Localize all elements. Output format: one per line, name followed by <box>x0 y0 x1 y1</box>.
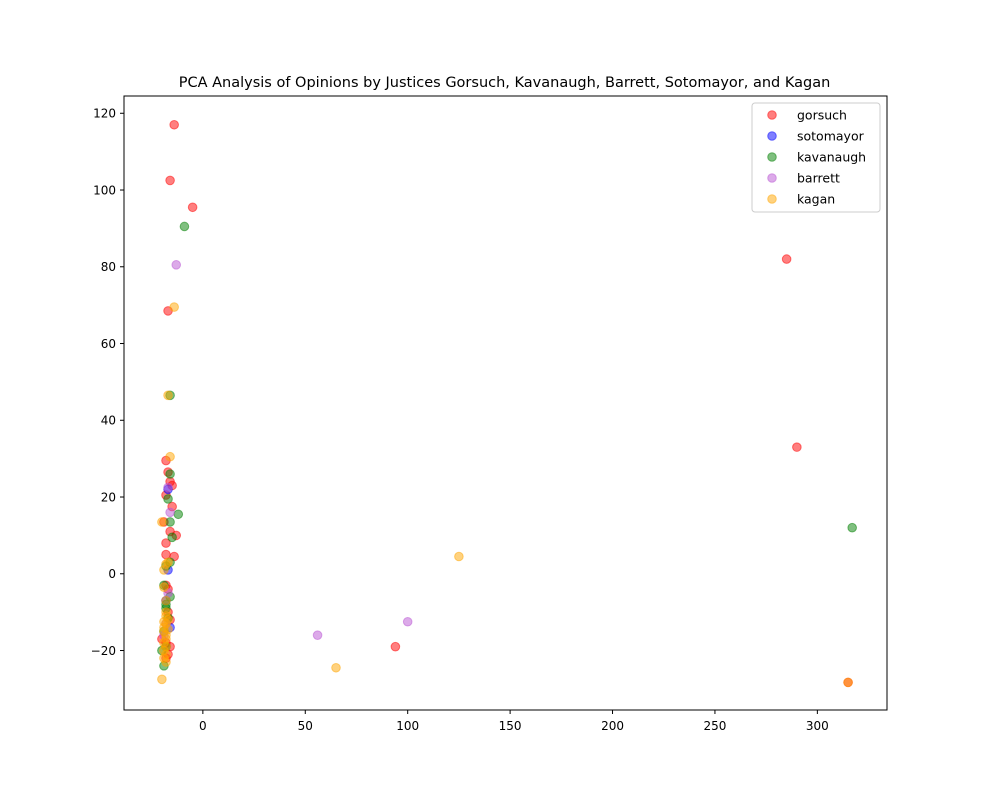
legend-item-sotomayor: sotomayor <box>767 129 865 144</box>
data-point <box>167 532 177 543</box>
axes: 0 50 100 150 200 250 300 −20 0 20 40 60 80 100 120 <box>91 95 888 733</box>
x-tick-label: 0 <box>199 719 207 733</box>
x-tick-label: 200 <box>601 719 624 733</box>
y-tick-label: 40 <box>101 414 116 428</box>
legend-item-gorsuch: gorsuch <box>767 108 847 123</box>
plot-frame <box>123 95 888 711</box>
y-tick-label: 60 <box>101 337 116 351</box>
x-tick-label: 300 <box>806 719 829 733</box>
data-point <box>454 551 464 562</box>
y-tick-label: −20 <box>91 644 116 658</box>
data-point <box>169 302 179 312</box>
data-point <box>187 202 198 213</box>
data-point <box>165 451 175 462</box>
legend-marker <box>767 194 777 204</box>
series-kavanaugh <box>157 221 857 671</box>
legend-marker <box>767 152 777 162</box>
data-point <box>159 616 169 627</box>
data-point <box>169 119 179 130</box>
series-gorsuch <box>157 119 853 688</box>
data-point <box>161 657 171 667</box>
data-point <box>179 221 190 232</box>
data-point <box>163 482 173 493</box>
data-point <box>843 677 853 688</box>
legend-label: gorsuch <box>797 108 847 123</box>
data-point <box>165 469 175 479</box>
y-tick-label: 0 <box>108 567 116 581</box>
legend-label: barrett <box>797 171 840 186</box>
data-point <box>390 641 401 652</box>
data-point <box>163 390 173 401</box>
legend-marker <box>767 131 777 141</box>
data-point <box>163 624 173 635</box>
legend-item-kagan: kagan <box>767 192 835 207</box>
data-point <box>157 674 167 685</box>
legend-item-barrett: barrett <box>767 171 840 186</box>
y-tick-label: 80 <box>101 260 116 274</box>
data-point <box>331 662 341 673</box>
legend: gorsuch sotomayor kavanaugh barrett kagan <box>751 102 881 213</box>
data-point <box>161 634 171 644</box>
data-point <box>161 595 171 606</box>
legend-item-kavanaugh: kavanaugh <box>767 150 866 165</box>
x-tick-label: 150 <box>499 719 522 733</box>
series-barrett <box>159 260 413 640</box>
data-point <box>161 538 171 548</box>
series-kagan <box>157 302 853 688</box>
chart-title: PCA Analysis of Opinions by Justices Gor… <box>179 75 831 91</box>
x-tick-label: 100 <box>396 719 419 733</box>
data-point <box>402 616 413 627</box>
data-point <box>159 582 169 593</box>
plot-area <box>157 119 857 688</box>
y-tick-label: 100 <box>93 183 116 197</box>
x-tick-label: 50 <box>298 719 313 733</box>
data-point <box>792 442 802 452</box>
data-point <box>157 517 167 527</box>
data-point <box>781 254 792 264</box>
legend-label: kagan <box>797 192 835 207</box>
x-tick-label: 250 <box>703 719 726 733</box>
legend-marker <box>767 173 777 183</box>
data-point <box>173 509 184 520</box>
data-point <box>163 494 173 504</box>
data-point <box>171 260 182 270</box>
data-point <box>165 507 175 518</box>
legend-marker <box>767 110 777 120</box>
y-tick-label: 120 <box>93 107 116 121</box>
data-point <box>312 630 323 640</box>
data-point <box>165 517 175 527</box>
data-point <box>165 175 175 186</box>
data-point <box>847 522 857 533</box>
legend-label: kavanaugh <box>797 150 866 165</box>
data-point <box>163 557 173 568</box>
y-tick-label: 20 <box>101 490 116 504</box>
legend-box <box>751 102 881 213</box>
legend-label: sotomayor <box>797 129 865 144</box>
